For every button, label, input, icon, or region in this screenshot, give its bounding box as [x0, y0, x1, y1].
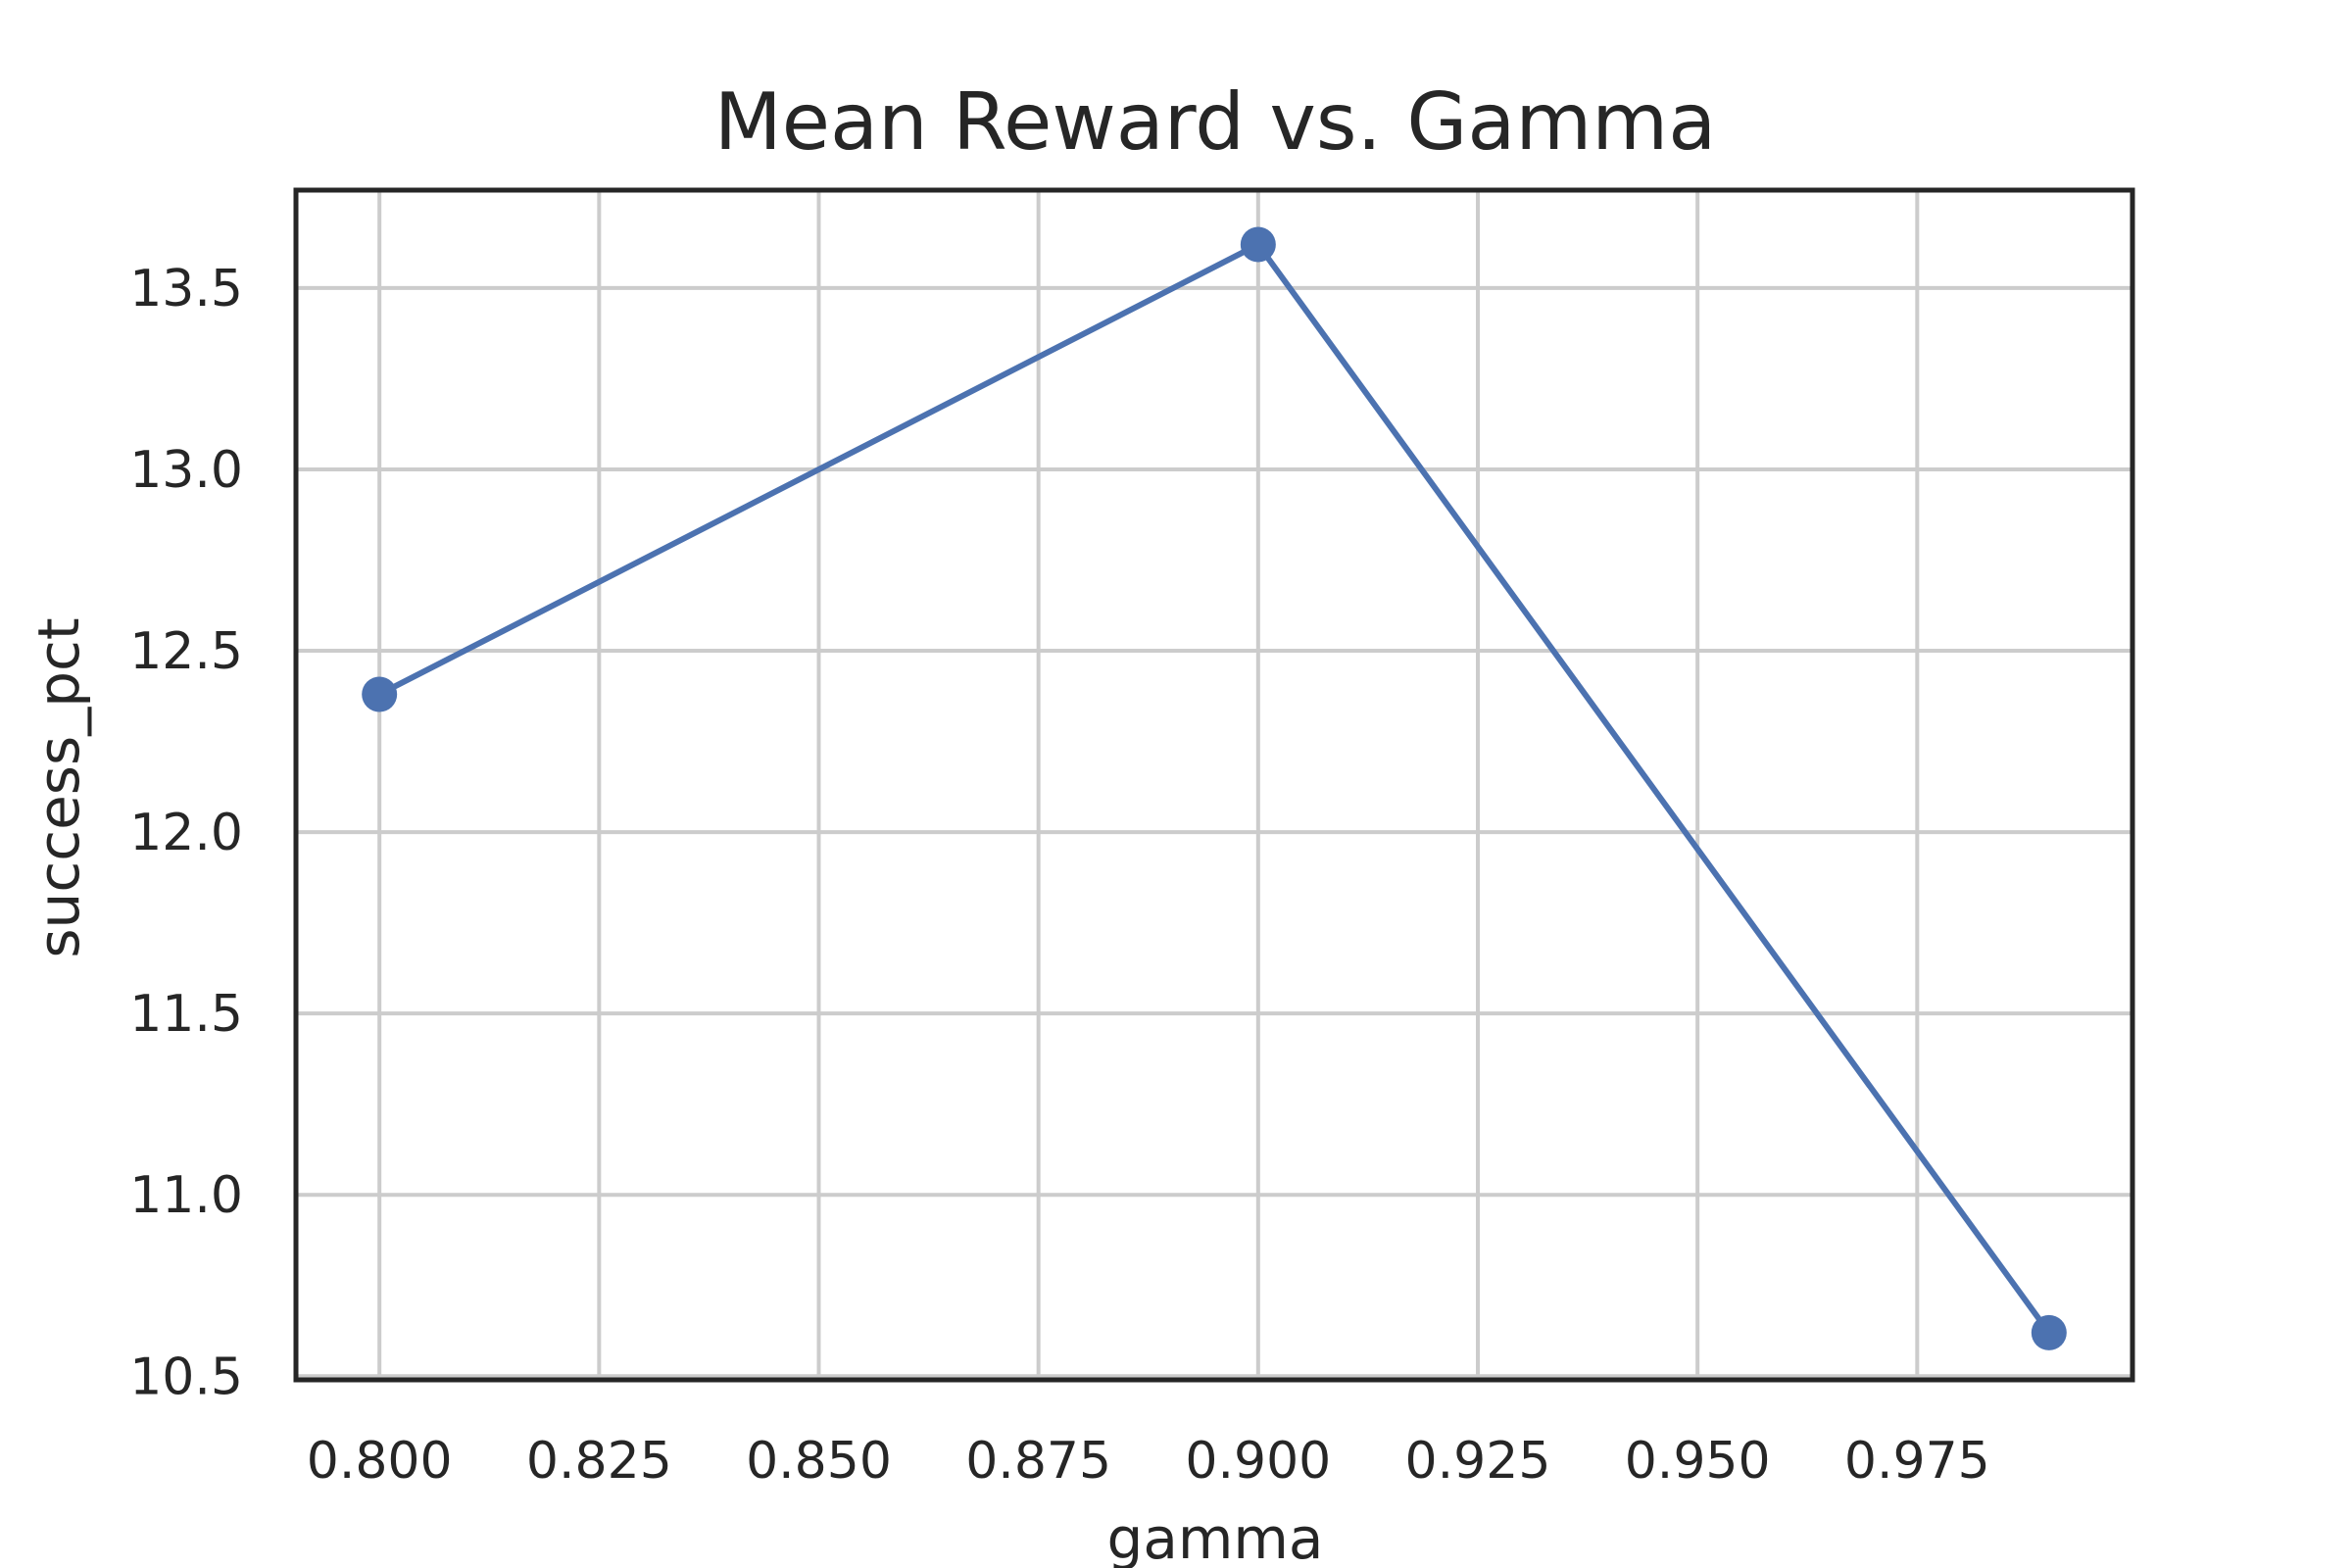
- y-tick-label: 13.0: [129, 441, 243, 500]
- y-tick-labels: 10.5 11.0 11.5 12.0 12.5 13.0 13.5: [129, 260, 243, 1406]
- series-layer: [362, 226, 2067, 1350]
- x-tick-label: 0.875: [965, 1432, 1111, 1491]
- plot-frame: [293, 187, 2135, 1383]
- x-tick-labels: 0.800 0.825 0.850 0.875 0.900 0.925 0.950 0.975: [307, 1432, 1990, 1491]
- chart-title: Mean Reward vs. Gamma: [714, 76, 1717, 168]
- y-tick-label: 11.0: [129, 1166, 243, 1225]
- plot-background: [296, 190, 2132, 1380]
- x-tick-label: 0.825: [526, 1432, 672, 1491]
- x-tick-label: 0.950: [1625, 1432, 1771, 1491]
- y-tick-label: 11.5: [129, 985, 243, 1044]
- plot-border: [293, 187, 2135, 1383]
- grid-lines: [296, 190, 2132, 1380]
- x-axis-label: gamma: [1107, 1505, 1324, 1568]
- x-tick-label: 0.850: [746, 1432, 892, 1491]
- x-tick-label: 0.900: [1185, 1432, 1331, 1491]
- x-tick-label: 0.800: [307, 1432, 453, 1491]
- y-axis-label: success_pct: [25, 617, 92, 957]
- data-point: [2031, 1314, 2067, 1350]
- y-tick-label: 12.0: [129, 804, 243, 862]
- y-tick-label: 13.5: [129, 260, 243, 318]
- x-tick-label: 0.925: [1405, 1432, 1551, 1491]
- data-point: [1240, 226, 1276, 263]
- data-point: [362, 676, 398, 712]
- y-tick-label: 10.5: [129, 1348, 243, 1406]
- y-tick-label: 12.5: [129, 622, 243, 681]
- x-tick-label: 0.975: [1844, 1432, 1990, 1491]
